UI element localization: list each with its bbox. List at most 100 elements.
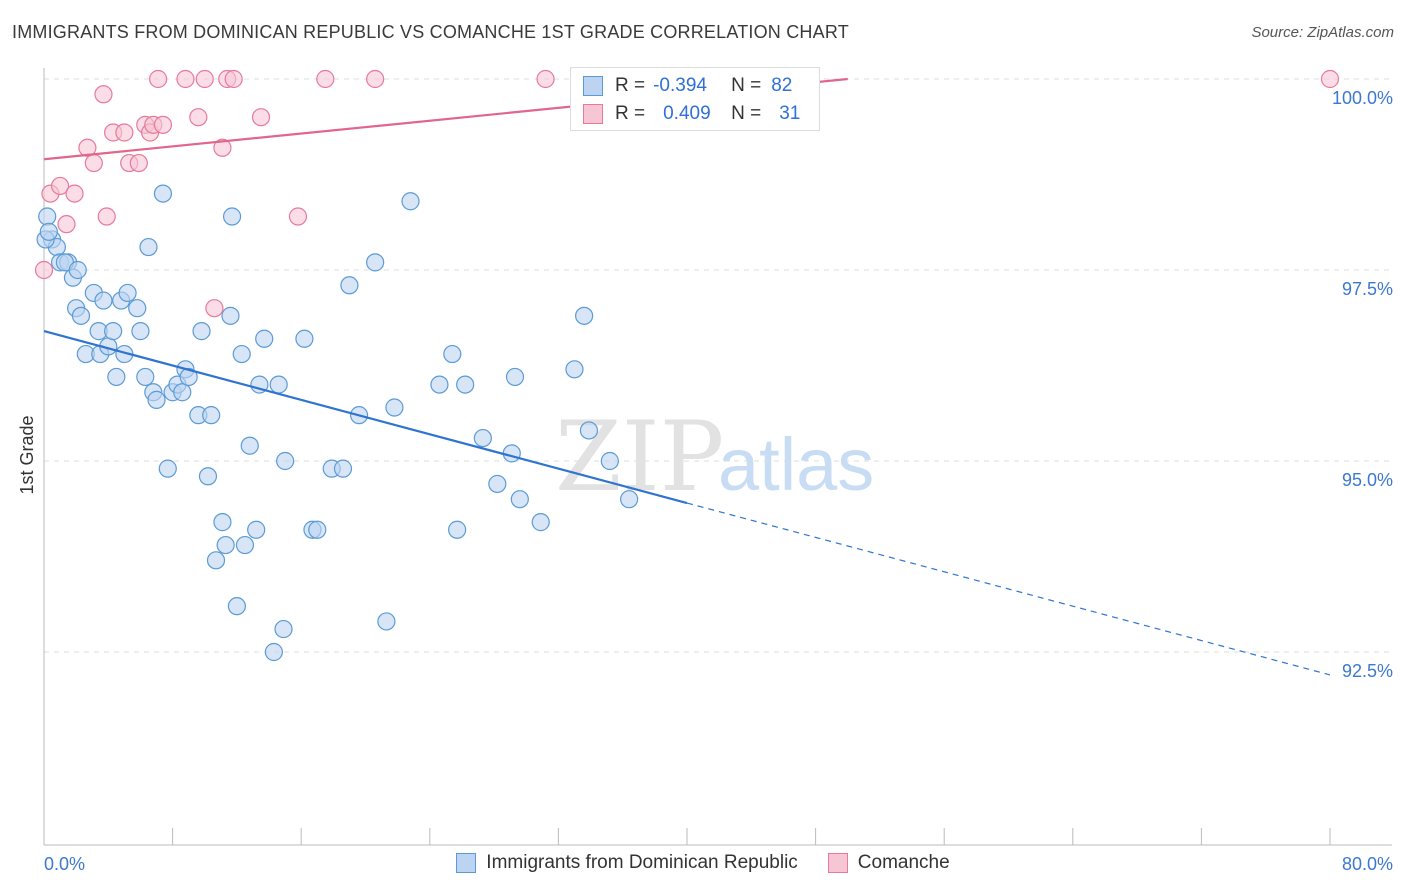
comanche-point	[78, 138, 97, 157]
tick-labels: 100.0% 97.5% 95.0% 92.5% 0.0% 80.0%	[44, 88, 1393, 874]
dominican-point	[153, 184, 173, 203]
y-tick-label: 100.0%	[1332, 88, 1393, 108]
dominican-point	[179, 367, 198, 387]
comanche-point	[94, 85, 113, 104]
legend-n-label: N =	[731, 103, 762, 124]
dominican-point	[340, 276, 359, 295]
dominican-point	[158, 459, 177, 478]
comanche-point	[366, 69, 385, 89]
dominican-point	[377, 612, 396, 631]
watermark-atlas: atlas	[718, 423, 874, 506]
dominican-point	[276, 451, 295, 471]
chart-title: IMMIGRANTS FROM DOMINICAN REPUBLIC VS CO…	[12, 22, 849, 42]
legend-row-dominican: R = -0.394 N = 82	[583, 74, 792, 98]
dominican-point	[232, 344, 251, 364]
comanche-point	[97, 207, 116, 226]
dominican-point	[147, 390, 166, 409]
legend-r-label: R =	[615, 103, 646, 124]
dominican-point	[216, 535, 235, 555]
correlation-legend: R = -0.394 N = 82 R = 0.409 N = 31	[570, 67, 820, 131]
dominican-point	[510, 490, 529, 509]
dominican-point	[401, 192, 420, 211]
comanche-point	[195, 69, 214, 89]
source-label: Source: ZipAtlas.com	[1251, 24, 1394, 41]
dominican-point	[136, 367, 155, 387]
dominican-point	[173, 383, 192, 402]
comanche-point	[50, 176, 70, 196]
dominican-point	[575, 306, 594, 325]
comanche-point	[129, 153, 148, 173]
comanche-point	[213, 138, 232, 157]
dominican-point	[579, 421, 599, 440]
dominican-point	[308, 520, 327, 539]
dominican-point	[227, 597, 246, 616]
x-tick-label-left: 0.0%	[44, 854, 85, 874]
x-tick-label-right: 80.0%	[1342, 854, 1393, 874]
y-axis-label: 1st Grade	[17, 415, 37, 494]
comanche-point	[84, 153, 103, 173]
legend-n-value: 31	[779, 103, 801, 124]
dominican-point	[430, 375, 449, 394]
dominican-point	[71, 306, 91, 325]
legend-swatch-dominican	[583, 76, 603, 96]
legend-swatch-comanche	[583, 104, 603, 124]
dominican-point	[456, 375, 475, 394]
y-tick-label: 95.0%	[1342, 470, 1393, 490]
dominican-point	[295, 329, 314, 348]
comanche-point	[224, 69, 243, 89]
dominican-point	[565, 360, 584, 379]
comanche-point	[251, 108, 271, 127]
legend-r-value: 0.409	[663, 103, 711, 124]
trend-lines	[43, 77, 1331, 676]
series-swatch-dominican	[456, 853, 477, 873]
dominican-point	[264, 642, 283, 662]
dominican-point	[131, 322, 150, 341]
dominican-point	[385, 398, 404, 417]
dominican-point	[443, 344, 462, 364]
dominican-point	[235, 535, 255, 555]
watermark: ZIP atlas	[555, 401, 874, 513]
comanche-point	[288, 207, 308, 226]
dominican-point	[240, 436, 259, 455]
y-tick-label: 97.5%	[1342, 279, 1393, 299]
dominican-point	[274, 619, 293, 639]
dominican-point	[128, 299, 147, 318]
series-legend-dominican[interactable]: Immigrants from Dominican Republic	[456, 852, 798, 874]
dominican-point	[620, 490, 639, 509]
legend-n-label: N =	[731, 75, 762, 96]
series-label-comanche: Comanche	[857, 852, 950, 873]
dominican-point	[202, 406, 221, 425]
dominican-point	[198, 467, 218, 486]
dominican-point	[118, 283, 137, 303]
comanche-point	[205, 299, 224, 318]
series-legend: Immigrants from Dominican Republic Coman…	[0, 852, 1406, 874]
legend-n-value: 82	[771, 75, 793, 96]
comanche-point	[189, 108, 208, 127]
dominican-point	[473, 428, 492, 448]
dominican-point	[366, 253, 385, 272]
dominican-point	[107, 367, 126, 387]
dominican-point	[448, 520, 467, 539]
series-legend-comanche[interactable]: Comanche	[827, 852, 950, 874]
gridlines	[44, 78, 1392, 653]
dominican-point	[192, 322, 211, 341]
dominican-point	[222, 207, 242, 226]
comanche-point	[1320, 69, 1340, 89]
legend-r-value: -0.394	[653, 75, 707, 96]
y-tick-label: 92.5%	[1342, 661, 1393, 681]
dominican-point	[139, 237, 158, 257]
dominican-trend-line	[43, 330, 688, 505]
watermark-zip: ZIP	[555, 401, 724, 513]
dominican-point	[206, 551, 226, 570]
series-swatch-comanche	[827, 853, 848, 873]
dominican-point	[269, 375, 288, 394]
comanche-point	[153, 115, 173, 134]
comanche-point	[316, 69, 335, 89]
dominican-point	[488, 474, 507, 494]
data-points	[34, 69, 1340, 662]
dominican-point	[221, 306, 240, 325]
comanche-point	[115, 123, 134, 142]
dominican-point	[94, 291, 113, 310]
dominican-trend-extension	[686, 502, 1331, 676]
